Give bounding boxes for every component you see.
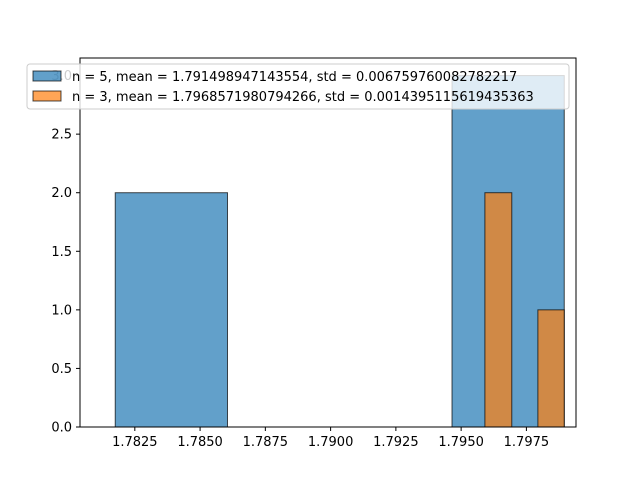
legend-swatch-series-1 (32, 90, 62, 102)
x-tick-label: 1.7975 (504, 435, 550, 450)
y-tick-label: 2.0 (51, 186, 72, 201)
y-tick-label: 1.5 (51, 245, 72, 260)
y-tick-label: 0.0 (51, 421, 72, 436)
y-tick-label: 1.0 (51, 303, 72, 318)
bar-series-0-bin-0 (114, 192, 228, 428)
x-tick-label: 1.7875 (243, 435, 289, 450)
bars-layer (114, 75, 565, 428)
x-tick-label: 1.7850 (177, 435, 223, 450)
x-axis: 1.7825 1.7850 1.7875 1.7900 1.7925 1.7950 1.79… (112, 427, 549, 450)
legend: n = 5, mean = 1.791498947143554, std = 0… (26, 63, 570, 110)
y-tick-label: 2.5 (51, 128, 72, 143)
x-tick-label: 1.7825 (112, 435, 158, 450)
y-tick-label: 0.5 (51, 362, 72, 377)
x-tick-label: 1.7925 (373, 435, 419, 450)
axes-frame (79, 57, 577, 428)
legend-label-series-0: n = 5, mean = 1.791498947143554, std = 0… (72, 70, 517, 85)
x-tick-label: 1.7900 (308, 435, 354, 450)
bar-series-1-bin-1 (537, 309, 565, 428)
legend-label-series-1: n = 3, mean = 1.7968571980794266, std = … (72, 90, 534, 105)
legend-box (26, 63, 570, 110)
bar-series-1-bin-0 (484, 192, 513, 428)
legend-swatch-series-0 (32, 70, 62, 82)
x-tick-label: 1.7950 (438, 435, 484, 450)
